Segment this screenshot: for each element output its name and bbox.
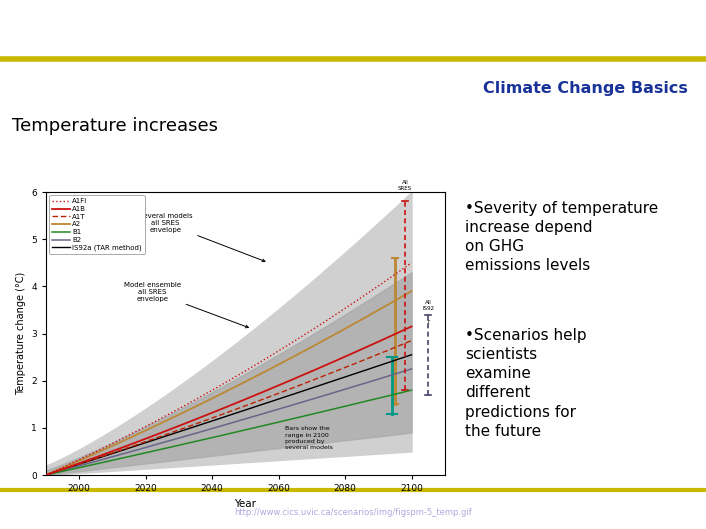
B1 (42, 472, 50, 478)
A1B (259, 388, 268, 395)
B2 (407, 366, 416, 372)
Text: Several models
all SRES
envelope: Several models all SRES envelope (139, 213, 265, 262)
A1B (350, 350, 359, 356)
Text: Temperature increases: Temperature increases (11, 117, 217, 135)
B1 (265, 421, 274, 427)
A2 (407, 288, 416, 294)
A1T (373, 351, 381, 358)
B1 (258, 423, 267, 429)
A1B (43, 471, 52, 478)
B1 (43, 471, 52, 478)
A1FI (43, 471, 52, 478)
A1B (265, 386, 274, 393)
B2 (258, 411, 267, 417)
B2 (350, 384, 359, 390)
A1T (43, 471, 52, 478)
Text: UN
DP: UN DP (18, 25, 30, 38)
A1T (259, 396, 268, 402)
Text: http://www.cics.uvic.ca/scenarios/img/figspm-5_temp.gif: http://www.cics.uvic.ca/scenarios/img/fi… (234, 508, 472, 517)
A1T (350, 361, 359, 367)
IS92a (TAR method) (258, 401, 267, 407)
IS92a (TAR method) (265, 399, 274, 405)
Bar (5, 8, 43, 54)
B2 (42, 472, 50, 478)
A2 (265, 366, 274, 372)
Line: IS92a (TAR method): IS92a (TAR method) (46, 355, 412, 475)
X-axis label: Year: Year (234, 499, 256, 508)
A1FI (373, 284, 381, 290)
B2 (259, 411, 268, 417)
B2 (43, 471, 52, 478)
Text: Model ensemble
all SRES
envelope: Model ensemble all SRES envelope (124, 281, 249, 328)
Line: A1B: A1B (46, 326, 412, 475)
B2 (265, 408, 274, 415)
A2 (42, 472, 50, 478)
A2 (373, 307, 381, 314)
A1T (407, 338, 416, 344)
IS92a (TAR method) (42, 472, 50, 478)
B1 (407, 387, 416, 394)
A1T (258, 396, 267, 403)
Text: •Severity of temperature
increase depend
on GHG
emissions levels: •Severity of temperature increase depend… (465, 200, 659, 273)
Text: •Scenarios help
scientists
examine
different
predictions for
the future: •Scenarios help scientists examine diffe… (465, 328, 587, 439)
A1FI (42, 472, 50, 478)
A1B (42, 472, 50, 478)
A1FI (258, 358, 267, 364)
A1B (373, 339, 381, 345)
A2 (258, 370, 267, 376)
Line: B1: B1 (46, 390, 412, 475)
B1 (373, 395, 381, 402)
A1T (42, 472, 50, 478)
A1T (265, 394, 274, 400)
IS92a (TAR method) (373, 363, 381, 369)
Legend: A1FI, A1B, A1T, A2, B1, B2, IS92a (TAR method): A1FI, A1B, A1T, A2, B1, B2, IS92a (TAR m… (49, 196, 145, 254)
Line: A1FI: A1FI (46, 263, 412, 475)
A1FI (407, 260, 416, 266)
A2 (259, 369, 268, 376)
Line: A1T: A1T (46, 341, 412, 475)
A1B (407, 323, 416, 330)
A1B (258, 389, 267, 395)
A1FI (259, 357, 268, 363)
A2 (43, 471, 52, 478)
B2 (373, 376, 381, 382)
IS92a (TAR method) (407, 352, 416, 358)
Text: United Nations Development Programme: United Nations Development Programme (55, 23, 328, 35)
Y-axis label: Temperature change (°C): Temperature change (°C) (16, 272, 25, 395)
Text: Bars show the
range in 2100
produced by
several models: Bars show the range in 2100 produced by … (285, 426, 333, 450)
IS92a (TAR method) (350, 371, 359, 377)
Text: 7: 7 (681, 506, 690, 520)
Text: Climate Change Basics: Climate Change Basics (484, 81, 688, 96)
Text: T: T (426, 320, 430, 325)
Text: All
SRES: All SRES (397, 180, 412, 190)
A1FI (265, 353, 274, 360)
B1 (350, 401, 359, 407)
Line: B2: B2 (46, 369, 412, 475)
A2 (350, 321, 359, 327)
Text: All
IS92: All IS92 (422, 300, 434, 311)
B1 (259, 423, 268, 429)
IS92a (TAR method) (259, 401, 268, 407)
A1FI (350, 299, 359, 306)
IS92a (TAR method) (43, 471, 52, 478)
Line: A2: A2 (46, 291, 412, 475)
